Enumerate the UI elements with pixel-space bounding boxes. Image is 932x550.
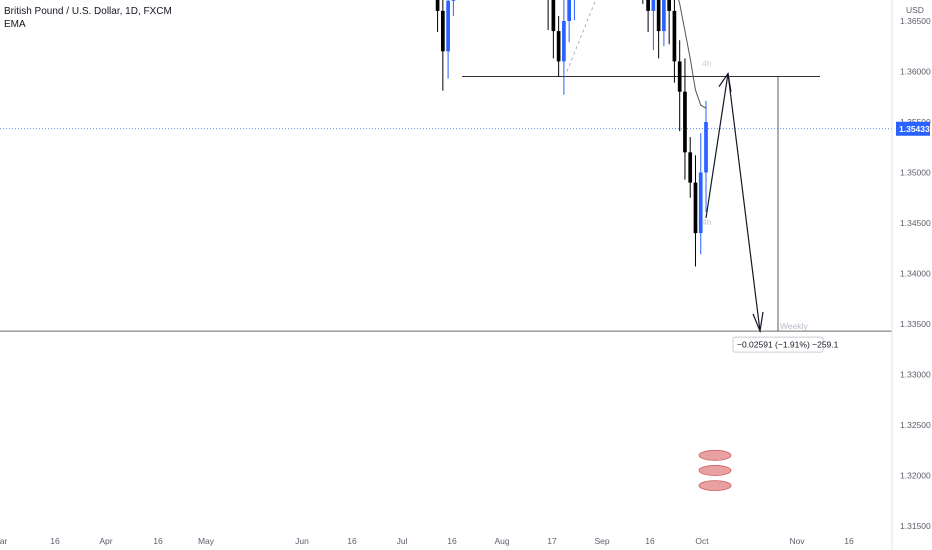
currency-label: USD [906, 5, 924, 15]
price-tick-label: 1.33500 [900, 319, 931, 329]
price-axis[interactable]: USD1.415001.410001.405001.400001.395001.… [891, 0, 931, 550]
time-tick-label: Mar [0, 536, 7, 546]
candle-body [435, 0, 440, 11]
time-tick-label: 16 [645, 536, 655, 546]
time-tick-label: Aug [494, 536, 509, 546]
reference-lines [0, 76, 892, 332]
time-tick-label: 16 [347, 536, 357, 546]
time-tick-label: Jun [295, 536, 309, 546]
price-tick-label: 1.32500 [900, 420, 931, 430]
price-tick-label: 1.33000 [900, 370, 931, 380]
candle-body [451, 0, 456, 1]
projection-arrow-down [752, 311, 764, 334]
candle-body [683, 91, 687, 153]
price-tick-label: 1.34000 [900, 269, 931, 279]
price-tick-label: 1.36000 [900, 67, 931, 77]
projection-arrow-up [718, 71, 732, 92]
candles [435, 0, 708, 267]
price-tick-label: 1.36500 [900, 16, 931, 26]
price-tick-label: 1.32000 [900, 471, 931, 481]
measure-label: −0.02591 (−1.91%) −259.1 [737, 340, 839, 350]
candle-body [651, 0, 656, 11]
candle-body [662, 0, 666, 32]
fib-4h-label-low: 4h [702, 217, 712, 227]
current-price-badge-text: 1.35433 [899, 124, 930, 134]
price-tick-label: 1.31500 [900, 521, 931, 531]
candle-body [656, 0, 661, 32]
time-tick-label: Jul [397, 536, 408, 546]
candle-body [677, 61, 682, 92]
flag-watermark-icon [698, 480, 732, 492]
time-tick-label: Sep [594, 536, 609, 546]
candle-body [667, 0, 671, 11]
candle-body [646, 0, 650, 11]
weekly-label: Weekly [780, 321, 808, 331]
price-tick-label: 1.35000 [900, 168, 931, 178]
candle-body [562, 21, 566, 62]
chart-header: British Pound / U.S. Dollar, 1D, FXCM EM… [4, 5, 172, 31]
ema-path [678, 0, 707, 109]
price-tick-label: 1.34500 [900, 218, 931, 228]
indicator-label[interactable]: EMA [4, 19, 26, 30]
candle-body [551, 0, 556, 32]
time-tick-label: 16 [153, 536, 163, 546]
candle-body [567, 0, 571, 22]
time-tick-label: Apr [99, 536, 112, 546]
measure-box [732, 336, 824, 353]
candle-body [688, 152, 693, 183]
fib-4h-label: 4h [702, 58, 712, 68]
flag-watermark-icon [698, 465, 732, 476]
flag-watermark-icon [698, 449, 732, 461]
candle-body [556, 31, 561, 62]
rising-dashed-line [566, 0, 597, 72]
candle-body [446, 0, 450, 52]
candle-body [441, 10, 445, 52]
time-tick-label: Nov [789, 536, 805, 546]
time-tick-label: 16 [844, 536, 854, 546]
symbol-title[interactable]: British Pound / U.S. Dollar, 1D, FXCM [4, 6, 172, 17]
time-tick-label: 17 [547, 536, 557, 546]
projection-path [705, 73, 761, 332]
annotations: 4H trendline4h4h4hWeekly−0.02591 (−1.91%… [566, 0, 839, 492]
time-tick-label: 16 [447, 536, 457, 546]
time-axis[interactable]: Mar 16 Apr 16 May Jun 16 Jul 16 Aug 17 Sep 16 Oct Nov 1… [0, 536, 854, 546]
candle-body [704, 122, 708, 173]
candle-body [672, 10, 677, 62]
candle-body [698, 172, 703, 234]
time-tick-label: May [198, 536, 215, 546]
candle-body [693, 182, 698, 234]
time-tick-label: Oct [695, 536, 709, 546]
current-price-badge [896, 121, 930, 136]
time-tick-label: 16 [50, 536, 60, 546]
ema-line [678, 0, 707, 109]
